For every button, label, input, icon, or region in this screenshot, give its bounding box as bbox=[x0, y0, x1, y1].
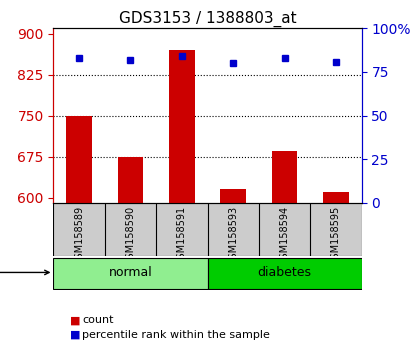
Text: GSM158589: GSM158589 bbox=[74, 206, 84, 265]
Text: disease state: disease state bbox=[0, 267, 49, 278]
Text: ■: ■ bbox=[70, 315, 81, 325]
Text: diabetes: diabetes bbox=[258, 266, 312, 279]
Bar bbox=[118, 156, 143, 203]
Text: ■: ■ bbox=[70, 330, 81, 339]
Text: GSM158594: GSM158594 bbox=[279, 206, 290, 265]
Bar bbox=[323, 192, 349, 203]
Text: percentile rank within the sample: percentile rank within the sample bbox=[82, 330, 270, 339]
Bar bbox=[66, 116, 92, 203]
Bar bbox=[272, 151, 298, 203]
Bar bbox=[169, 50, 195, 203]
Text: GSM158593: GSM158593 bbox=[228, 206, 238, 265]
Text: GSM158595: GSM158595 bbox=[331, 206, 341, 265]
Bar bbox=[220, 189, 246, 203]
Text: GSM158591: GSM158591 bbox=[177, 206, 187, 265]
Text: normal: normal bbox=[109, 266, 152, 279]
Title: GDS3153 / 1388803_at: GDS3153 / 1388803_at bbox=[119, 11, 296, 27]
Bar bbox=[53, 258, 208, 289]
Bar bbox=[208, 258, 362, 289]
Text: GSM158590: GSM158590 bbox=[125, 206, 136, 265]
Text: count: count bbox=[82, 315, 114, 325]
